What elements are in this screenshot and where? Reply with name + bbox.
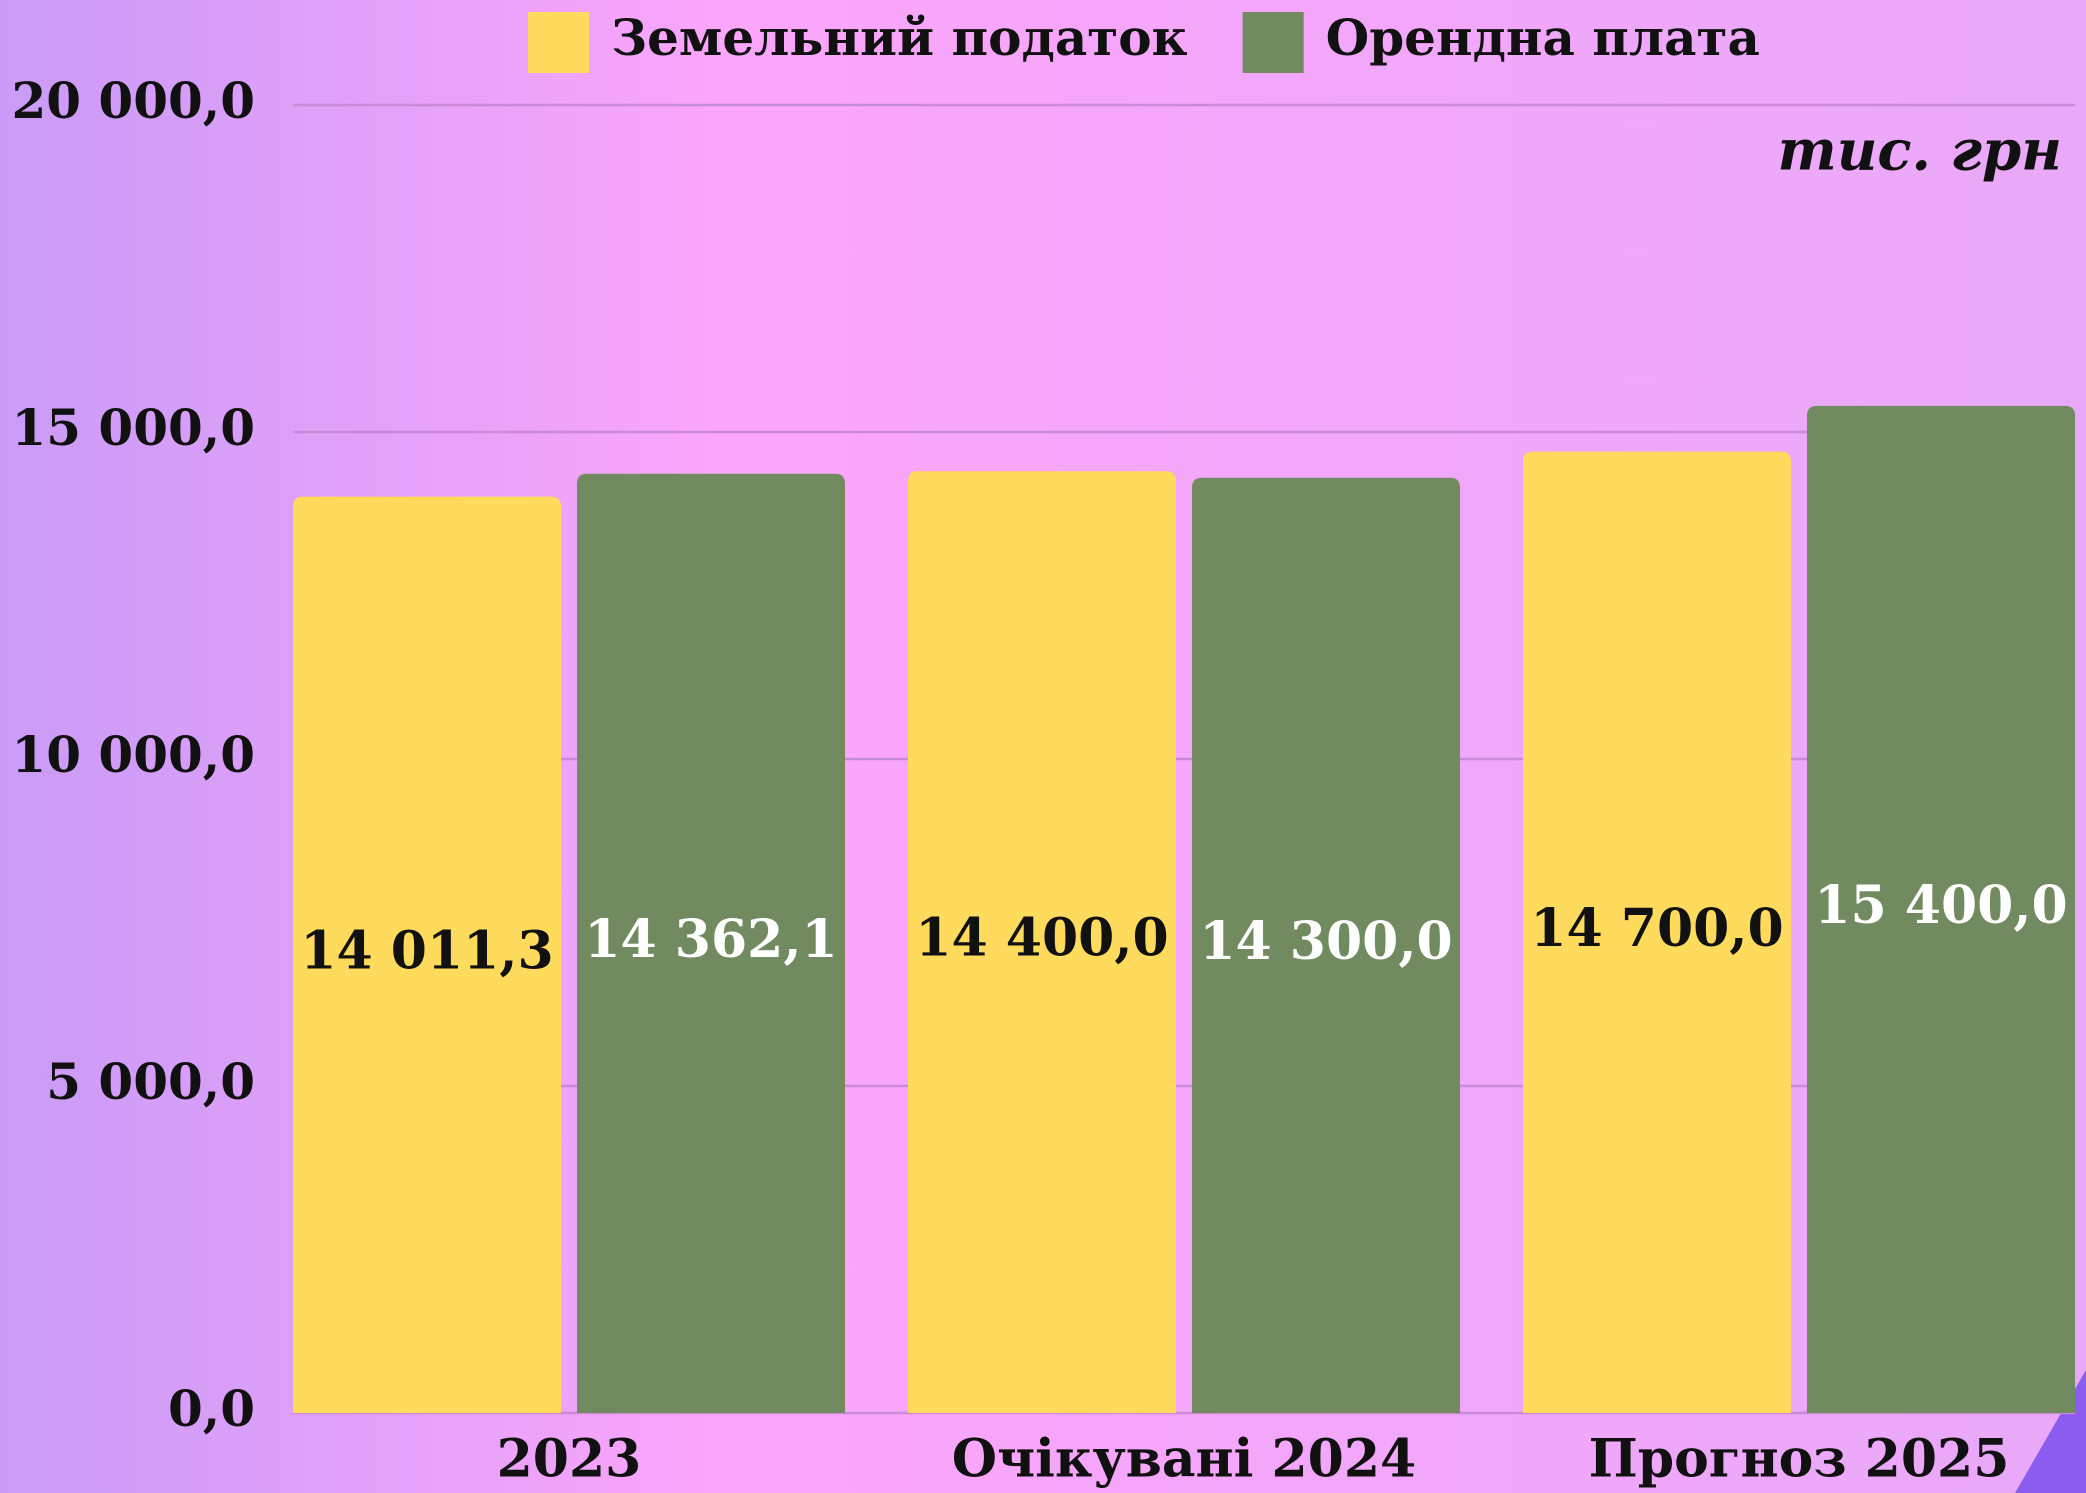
y-tick-label: 0,0 [168, 1379, 255, 1438]
y-tick-label: 20 000,0 [11, 71, 255, 130]
x-tick-label: Очікувані 2024 [952, 1429, 1416, 1490]
bar [908, 471, 1176, 1413]
legend-swatch [528, 12, 590, 73]
x-tick-label: Прогноз 2025 [1589, 1429, 2010, 1490]
unit-annotation: тис. грн [1777, 118, 2062, 184]
value-label: 14 011,3 [300, 920, 553, 981]
value-label: 14 400,0 [915, 908, 1168, 969]
x-tick-label: 2023 [497, 1429, 642, 1490]
legend-swatch [1242, 12, 1304, 73]
value-label: 15 400,0 [1814, 875, 2067, 936]
value-label: 14 362,1 [584, 909, 837, 970]
bar [1192, 477, 1460, 1413]
y-tick-label: 5 000,0 [46, 1052, 255, 1111]
legend-label: Орендна плата [1326, 8, 1760, 67]
bar [1523, 451, 1791, 1413]
value-label: 14 700,0 [1530, 898, 1783, 959]
value-label: 14 300,0 [1199, 911, 1452, 972]
legend-label: Земельний податок [611, 8, 1188, 67]
y-tick-label: 15 000,0 [11, 398, 255, 457]
y-tick-label: 10 000,0 [11, 725, 255, 784]
bar [577, 473, 845, 1414]
bar [293, 496, 561, 1413]
bar [1807, 405, 2075, 1414]
